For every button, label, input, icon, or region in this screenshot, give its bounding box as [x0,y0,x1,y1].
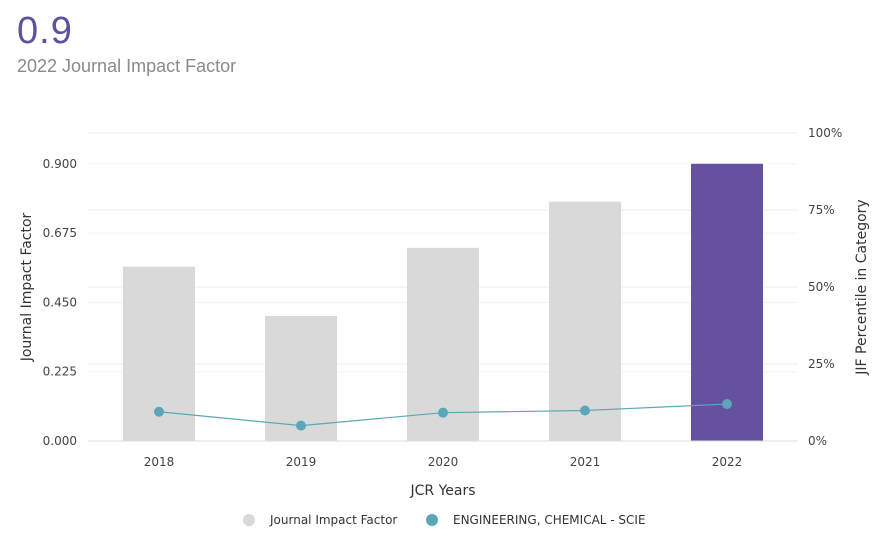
x-tick-label: 2019 [286,455,317,469]
percentile-point-2021 [580,405,590,416]
percentile-point-2018 [154,406,164,417]
y-tick-label: 0.000 [43,434,77,448]
impact-factor-value: 0.9 [17,10,73,52]
y-tick-label: 0.900 [43,157,77,171]
y-tick-label: 0.225 [43,365,77,379]
x-tick-label: 2021 [570,455,601,469]
y2-tick-label: 0% [808,434,827,448]
bar-2022 [691,163,763,442]
y-axis-title: Journal Impact Factor [19,212,35,362]
percentile-point-2022 [722,399,732,410]
chart-header: 0.9 2022 Journal Impact Factor [17,8,236,77]
x-tick-label: 2020 [428,455,459,469]
x-tick-label: 2022 [712,455,743,469]
legend-marker-impact-factor [243,514,255,526]
x-axis-title: JCR Years [409,483,475,499]
y2-tick-label: 50% [808,280,835,294]
legend-marker-category [426,514,438,526]
axes: 0.000 0.225 0.450 0.675 0.900 0% 25% 50% 75% 100%… [19,126,870,499]
bar-2021 [549,201,621,441]
x-tick-label: 2018 [144,455,175,469]
legend-label-impact-factor: Journal Impact Factor [269,513,397,527]
y2-tick-label: 25% [808,357,835,371]
bar-2019 [265,315,337,441]
percentile-line [154,399,732,431]
y-tick-label: 0.450 [43,295,77,309]
y2-axis-title: JIF Percentile in Category [854,199,870,375]
legend-label-category: ENGINEERING, CHEMICAL - SCIE [453,513,646,527]
legend: Journal Impact Factor ENGINEERING, CHEMIC… [243,513,646,527]
percentile-point-2020 [438,407,448,418]
impact-factor-subtitle: 2022 Journal Impact Factor [17,56,237,76]
y-tick-label: 0.675 [43,226,77,240]
percentile-point-2019 [296,420,306,431]
y2-tick-label: 75% [808,203,835,217]
y2-tick-label: 100% [808,126,842,140]
